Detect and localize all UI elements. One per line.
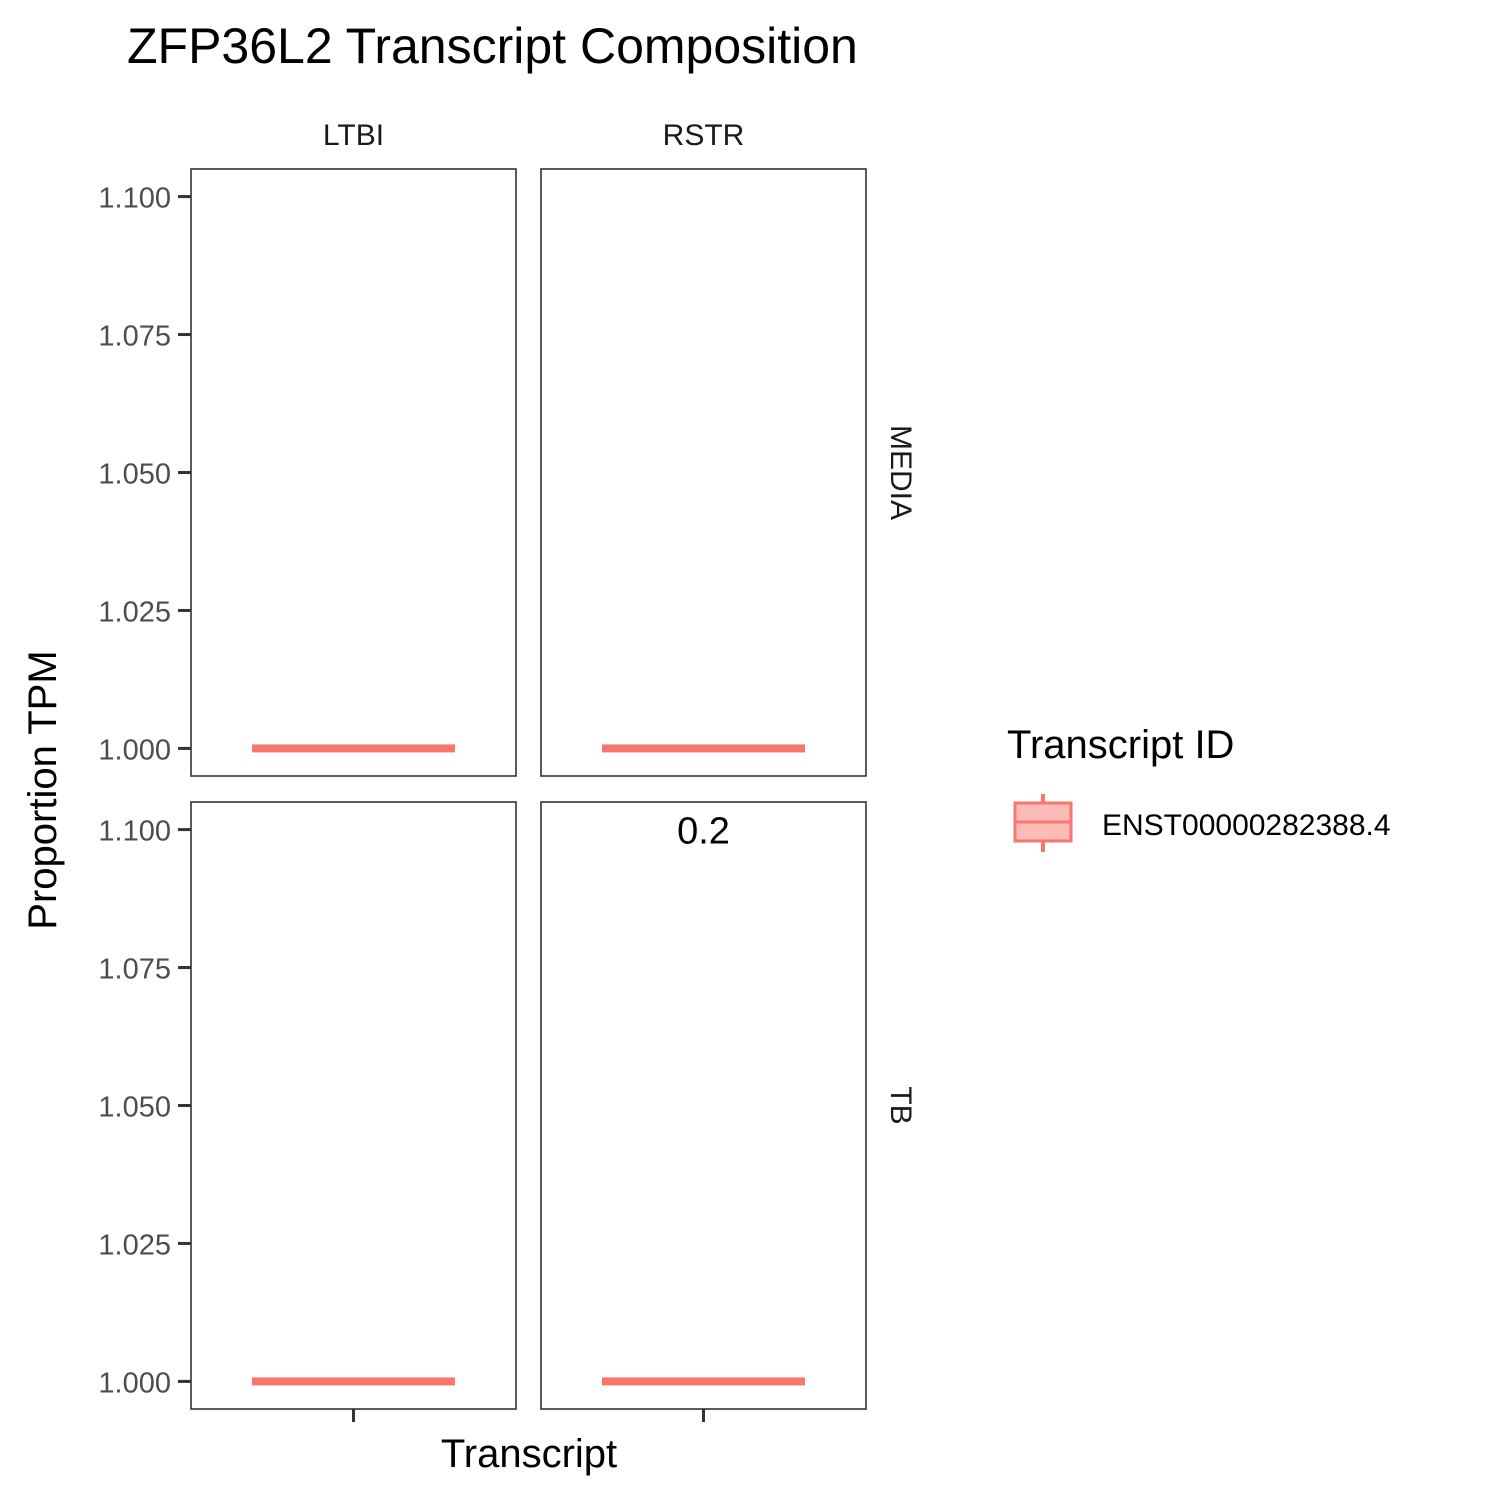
- facet-panels: LTBI RSTR MEDIA TB 0.2 1.000 1.025 1.050 1.075 1.…: [98, 119, 917, 1422]
- legend-title: Transcript ID: [1007, 723, 1234, 767]
- legend: Transcript ID ENST00000282388.4: [1007, 723, 1391, 852]
- legend-label: ENST00000282388.4: [1102, 809, 1391, 842]
- chart-title: ZFP36L2 Transcript Composition: [127, 18, 858, 74]
- y-tick-label: 1.025: [98, 596, 171, 628]
- strip-label-rstr: RSTR: [663, 119, 745, 152]
- box-median-rstr-media: [602, 744, 805, 753]
- y-tick-label: 1.100: [98, 183, 171, 215]
- panel-ltbi-tb: [190, 801, 517, 1410]
- y-tick-label: 1.075: [98, 954, 171, 986]
- y-tick-label: 1.000: [98, 734, 171, 766]
- y-tick-label: 1.075: [98, 321, 171, 353]
- y-tick-label: 1.000: [98, 1367, 171, 1399]
- strip-label-media: MEDIA: [884, 425, 917, 520]
- strip-label-ltbi: LTBI: [323, 119, 384, 152]
- y-tick-label: 1.050: [98, 459, 171, 491]
- legend-key-icon: [1013, 794, 1073, 852]
- strip-label-tb: TB: [884, 1086, 917, 1124]
- y-tick-label: 1.025: [98, 1229, 171, 1261]
- box-median-ltbi-tb: [252, 1377, 455, 1386]
- panel-rstr-tb: [540, 801, 867, 1410]
- y-tick-label: 1.050: [98, 1092, 171, 1124]
- y-axis-title: Proportion TPM: [21, 650, 65, 929]
- box-median-rstr-tb: [602, 1377, 805, 1386]
- x-axis-title: Transcript: [441, 1432, 617, 1476]
- box-median-ltbi-media: [252, 744, 455, 753]
- annotation-rstr-tb: 0.2: [677, 811, 730, 853]
- y-tick-label: 1.100: [98, 816, 171, 848]
- panel-rstr-media: [540, 168, 867, 777]
- panel-ltbi-media: [190, 168, 517, 777]
